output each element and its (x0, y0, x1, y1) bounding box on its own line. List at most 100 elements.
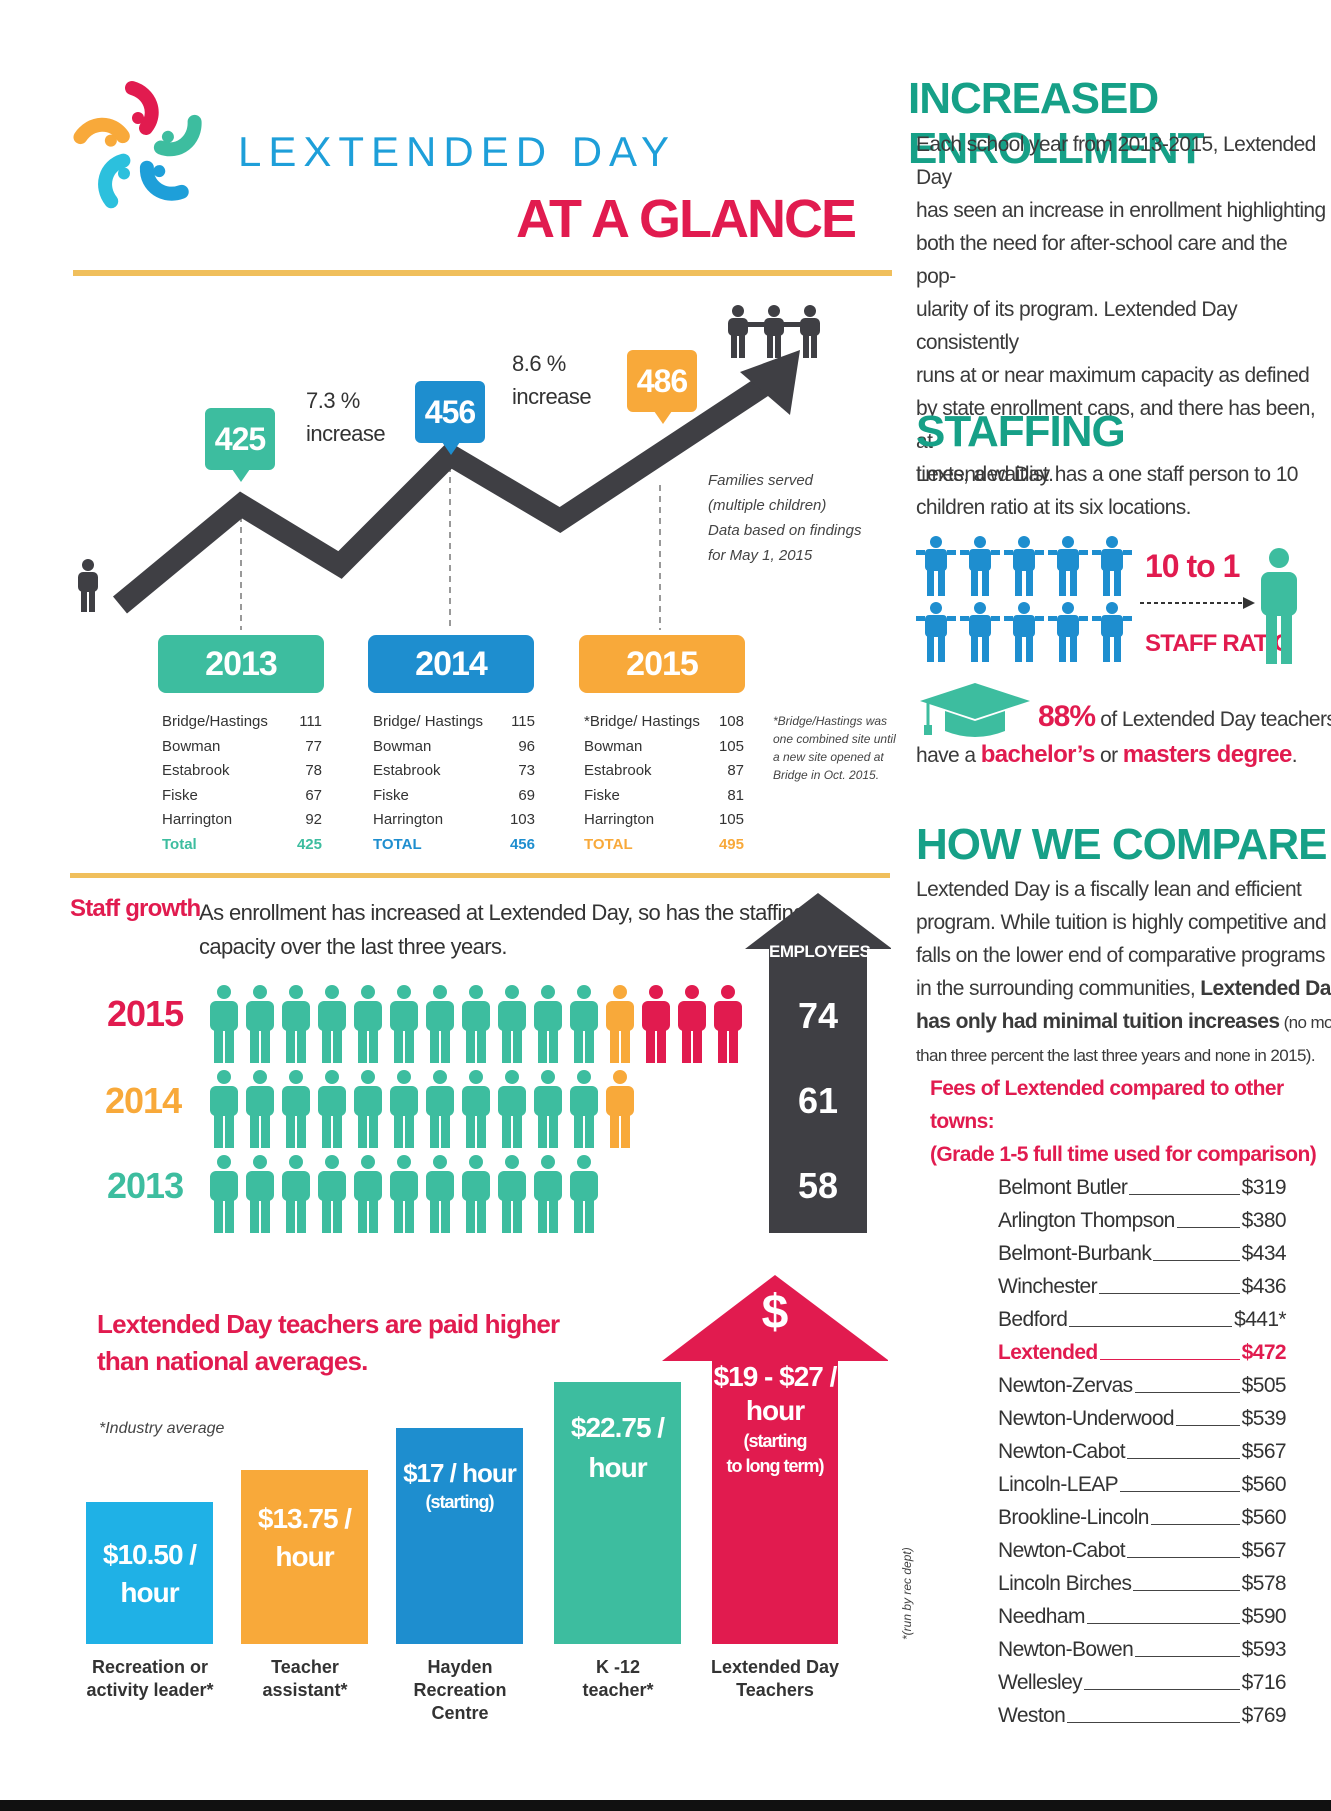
staff-people-2015 (208, 985, 744, 1063)
fee-leader-line (1086, 1623, 1240, 1624)
child-icon (1004, 602, 1044, 662)
dollar-icon: $ (761, 1286, 789, 1339)
fee-leader-line (1134, 1392, 1240, 1393)
staff-person-orange (606, 985, 634, 1063)
fee-price: $539 (1241, 1407, 1287, 1430)
staff-person-red (714, 985, 742, 1063)
staff-person-teal (462, 1070, 490, 1148)
fee-leader-line (1129, 1194, 1240, 1195)
employees-2013: 58 (797, 1165, 839, 1206)
fee-price: $380 (1241, 1209, 1287, 1232)
fee-row: Newton-Zervas $505 (998, 1365, 1287, 1398)
fee-row: Brookline-Lincoln $560 (998, 1497, 1287, 1530)
growth-year-2015: 2015 (107, 993, 184, 1034)
staff-person-teal (498, 1155, 526, 1233)
fee-leader-line (1067, 1722, 1240, 1723)
fee-school: Belmont-Burbank (998, 1242, 1152, 1265)
fee-price: $567 (1241, 1440, 1287, 1463)
children-icons (916, 536, 1134, 662)
fee-school: Winchester (998, 1275, 1098, 1298)
staff-person-teal (462, 1155, 490, 1233)
staff-person-teal (570, 985, 598, 1063)
fee-row: Belmont Butler $319 (998, 1167, 1287, 1200)
ratio-arrow-icon (1140, 597, 1255, 609)
pay-label-teacher-assistant: Teacher assistant* (262, 1657, 348, 1700)
callout-2014: 456 (415, 381, 485, 455)
fee-leader-line (1120, 1491, 1240, 1492)
enrollment-heading: INCREASED ENROLLMENT (908, 74, 1205, 173)
staff-person-teal (246, 1155, 274, 1233)
increase-2014: 7.3 % increase (306, 388, 386, 446)
staff-person-teal (246, 985, 274, 1063)
fee-school: Bedford (998, 1308, 1068, 1331)
pay-bar-lextended: $19 - $27 /hour (starting to long term) (713, 1361, 838, 1476)
pay-bar-k12: $22.75 /hour (554, 1382, 681, 1644)
pay-label-k12: K -12 teacher* (582, 1657, 654, 1700)
child-icon (1004, 536, 1044, 596)
staff-person-teal (426, 1155, 454, 1233)
person-icon (78, 559, 98, 612)
pay-arrow-lextended (662, 1275, 888, 1644)
staffing-heading: STAFFING (916, 407, 1126, 456)
fee-row: Newton-Underwood $539 (998, 1398, 1287, 1431)
families-note: Families served (multiple children) Data … (708, 472, 862, 564)
child-icon (1092, 602, 1132, 662)
enrollment-trend-graphic (112, 350, 800, 630)
fee-school: Newton-Cabot (998, 1539, 1126, 1562)
gold-divider-2 (70, 873, 890, 878)
child-icon (916, 536, 956, 596)
fee-row: Lincoln-LEAP $560 (998, 1464, 1287, 1497)
fee-price: $319 (1241, 1176, 1287, 1199)
staff-person-teal (462, 985, 490, 1063)
fee-school: Lextended (998, 1341, 1098, 1364)
compare-text: Lextended Day is a fiscally lean and eff… (916, 878, 1331, 1065)
fee-leader-line (1176, 1227, 1240, 1228)
staff-person-teal (426, 985, 454, 1063)
fee-row: Needham $590 (998, 1596, 1287, 1629)
rec-dept-note: *(run by rec dept) (900, 1547, 914, 1640)
growth-year-2014: 2014 (105, 1080, 182, 1121)
staff-person-teal (246, 1070, 274, 1148)
compare-heading: HOW WE COMPARE (916, 820, 1327, 869)
fee-row: Newton-Cabot $567 (998, 1530, 1287, 1563)
fee-school: Wellesley (998, 1671, 1083, 1694)
ratio-value: 10 to 1 (1145, 548, 1240, 584)
fee-price: $590 (1241, 1605, 1287, 1628)
fee-row: Lincoln Birches $578 (998, 1563, 1287, 1596)
staff-people-2014 (208, 1070, 636, 1148)
staff-person-teal (282, 1070, 310, 1148)
fee-price: $472 (1241, 1341, 1287, 1364)
gold-divider (73, 270, 892, 276)
brand-name: LEXTENDED DAY (238, 128, 676, 175)
fee-price: $505 (1241, 1374, 1287, 1397)
fee-leader-line (1133, 1590, 1240, 1591)
sites-footnote: *Bridge/Hastings was one combined site un… (773, 714, 896, 782)
staff-person-teal (318, 1155, 346, 1233)
increase-2015: 8.6 % increase (512, 351, 592, 409)
fee-school: Newton-Cabot (998, 1440, 1126, 1463)
staff-person-teal (210, 1155, 238, 1233)
staff-people-2013 (208, 1155, 600, 1233)
child-icon (1048, 602, 1088, 662)
fee-row: Arlington Thompson $380 (998, 1200, 1287, 1233)
staff-person-teal (318, 1070, 346, 1148)
sites-2013: Bridge/Hastings 111 Bowman 77 Estabrook 78 … (162, 713, 322, 853)
staff-person-teal (390, 1155, 418, 1233)
child-icon (1048, 536, 1088, 596)
page-title: AT A GLANCE (516, 189, 857, 249)
fee-leader-line (1099, 1359, 1240, 1360)
staff-person-teal (570, 1155, 598, 1233)
fee-school: Weston (998, 1704, 1066, 1727)
fee-row: Newton-Cabot $567 (998, 1431, 1287, 1464)
fees-title: Fees of Lextended compared to other town… (930, 1077, 1317, 1166)
fee-school: Arlington Thompson (998, 1209, 1175, 1232)
fee-school: Lincoln Birches (998, 1572, 1132, 1595)
fee-price: $769 (1241, 1704, 1287, 1727)
fee-school: Lincoln-LEAP (998, 1473, 1119, 1496)
staff-person-teal (282, 1155, 310, 1233)
year-box-2013: 2013 (158, 635, 324, 693)
year-box-2015: 2015 (579, 635, 745, 693)
enrollment-text: Each school year from 2013-2015, Lextend… (916, 133, 1326, 486)
fee-row: Wellesley $716 (998, 1662, 1287, 1695)
year-box-2014: 2014 (368, 635, 534, 693)
